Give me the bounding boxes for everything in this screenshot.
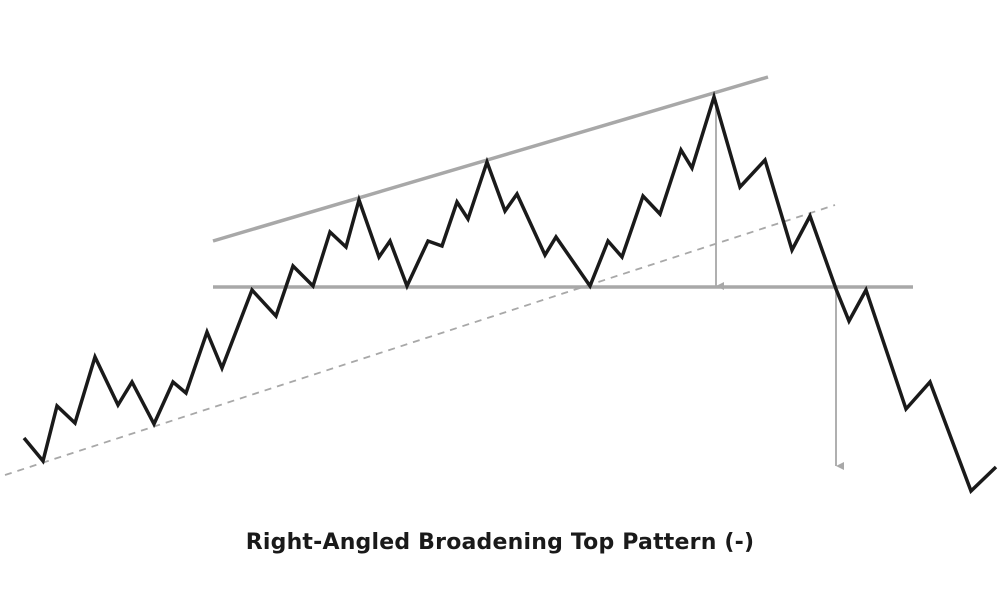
price-path (22, 90, 998, 495)
upper-resistance-line (212, 75, 769, 243)
diagram-title: Right-Angled Broadening Top Pattern (-) (245, 530, 755, 555)
dashed-trend-line (4, 204, 836, 476)
